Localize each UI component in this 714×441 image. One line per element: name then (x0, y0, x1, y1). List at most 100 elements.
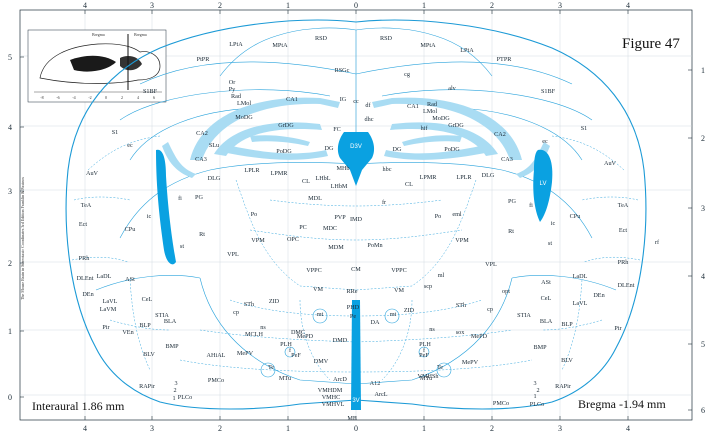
region-label: MPtA (272, 42, 288, 49)
ruler-bottom-label: 0 (354, 424, 358, 433)
region-label: AuV (86, 170, 99, 177)
region-label: cp (487, 306, 493, 313)
region-label: Pe (350, 313, 356, 320)
third-ventricle (351, 300, 361, 410)
region-labels: RSD RSD MPtA MPtA LPtA LPtA PtPR PTPR RSGc S1BF S1… (77, 35, 660, 422)
region-label: RAPir (139, 383, 155, 390)
region-label: 3V (352, 398, 359, 404)
inset-tick-label: 4 (137, 95, 139, 100)
region-label: S1BF (143, 88, 158, 95)
region-label: CM (351, 266, 361, 273)
region-label: opt (502, 288, 510, 295)
region-label: MDM (328, 244, 344, 251)
region-label: LPtA (229, 41, 243, 48)
region-label: Rt (508, 228, 514, 235)
region-label: sox (456, 329, 466, 336)
region-label: 1 (533, 393, 536, 400)
region-label: ic (147, 213, 152, 220)
region-label: VMHSh (418, 373, 440, 380)
region-label: ME (347, 415, 357, 422)
region-label: VPM (251, 237, 265, 244)
region-label: mt (390, 311, 397, 318)
region-label: MePV (462, 359, 479, 366)
region-label: LPLR (244, 167, 260, 174)
region-label: PTPR (497, 56, 513, 63)
region-label: ArcD (333, 376, 347, 383)
region-label: cg (404, 71, 410, 78)
region-label: LV (540, 181, 547, 187)
region-label: DLG (208, 175, 221, 182)
region-label: 2 (536, 387, 539, 394)
region-label: PtPR (197, 56, 211, 63)
ruler-right-label: 2 (701, 134, 705, 143)
right-lateral-ventricle (533, 149, 553, 222)
region-label: CA3 (195, 156, 207, 163)
region-label: eml (452, 211, 462, 218)
region-label: RAPir (555, 383, 571, 390)
region-label: RSD (380, 35, 393, 42)
ruler-right-label: 5 (701, 340, 705, 349)
region-label: PeF (291, 352, 301, 359)
hippocampal-tracts (162, 97, 550, 178)
ruler-bottom-label: 4 (626, 424, 630, 433)
region-label: ns (429, 326, 435, 333)
region-label: MDC (323, 225, 337, 232)
region-label: STIA (155, 312, 169, 319)
ruler-top-label: 0 (354, 1, 358, 10)
region-label: PeF (419, 352, 429, 359)
inset-tick-label: 0 (105, 95, 107, 100)
region-label: DEn (82, 291, 93, 298)
region-label: BLV (143, 351, 155, 358)
region-label: PHD (347, 304, 360, 311)
region-label: 3 (533, 380, 536, 387)
inset-bregma-left: Bregma (92, 32, 105, 37)
region-label: DEn (593, 292, 604, 299)
region-label: IMD (350, 216, 363, 223)
region-label: cc (353, 98, 359, 105)
bregma-label: Bregma -1.94 mm (578, 397, 666, 411)
region-label: mt (317, 311, 324, 318)
region-label: BMP (165, 343, 179, 350)
ruler-top-label: 1 (422, 1, 426, 10)
ruler-bottom-label: 3 (558, 424, 562, 433)
region-label: LHbM (331, 183, 348, 190)
region-label: ArcL (374, 391, 387, 398)
inset-tick-label: -6 (56, 95, 59, 100)
region-label: ml (438, 272, 445, 279)
atlas-caption: The Mouse Brain in Stereotaxic Coordinat… (20, 177, 25, 300)
inset-bregma-right: Bregma (134, 32, 147, 37)
region-label: df (365, 102, 371, 109)
region-label: CeL (541, 295, 552, 302)
region-label: Or (229, 79, 236, 86)
region-label: PLCo (530, 401, 544, 408)
region-label: CeL (142, 296, 153, 303)
region-label: ec (127, 142, 133, 149)
region-label: BLA (164, 318, 177, 325)
region-label: PG (195, 194, 203, 201)
region-label: rf (655, 239, 660, 246)
region-label: STh (456, 302, 467, 309)
ruler-bottom: 4 3 2 1 0 1 2 3 4 (83, 416, 630, 433)
region-label: LaDL (97, 273, 112, 280)
region-label: MCLH (245, 331, 263, 338)
region-label: RRe (346, 288, 357, 295)
region-label: S1 (581, 125, 588, 132)
region-label: IG (340, 96, 347, 103)
region-label: LaDL (573, 273, 588, 280)
region-label: GrDG (448, 122, 464, 129)
ruler-left-label: 3 (8, 187, 12, 196)
ruler-top: 4 3 2 1 0 1 2 3 4 (83, 1, 630, 14)
inset-ticks: -8 -6 -4 -2 0 2 4 6 (40, 95, 155, 100)
region-label: LPMR (271, 170, 289, 177)
ruler-top-label: 4 (83, 1, 87, 10)
region-label: LPtA (460, 47, 474, 54)
region-label: LaVL (103, 298, 118, 305)
region-label: LaVL (573, 300, 588, 307)
region-label: BLP (139, 322, 151, 329)
region-label: PLCo (178, 394, 192, 401)
region-label: Rad (427, 101, 438, 108)
region-label: PLH (419, 341, 431, 348)
region-label: VPL (227, 251, 239, 258)
region-label: TeA (81, 202, 92, 209)
region-label: LaVM (100, 306, 117, 313)
